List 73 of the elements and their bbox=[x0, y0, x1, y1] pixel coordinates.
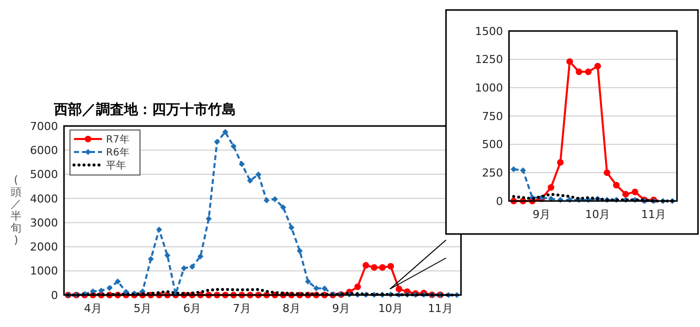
point bbox=[576, 68, 582, 76]
point bbox=[98, 288, 104, 294]
y-tick-label: 1000 bbox=[30, 264, 58, 278]
y-tick-label: 4000 bbox=[30, 192, 58, 206]
x-tick-label: 6月 bbox=[183, 302, 202, 315]
chart-title: 西部／調査地：四万十市竹島 bbox=[53, 101, 236, 118]
y-tick-label: 1250 bbox=[475, 53, 503, 66]
x-tick-label: 11月 bbox=[428, 302, 453, 315]
point bbox=[189, 264, 196, 270]
x-tick-label: 8月 bbox=[282, 302, 300, 315]
point bbox=[396, 286, 402, 292]
legend-label: 平年 bbox=[106, 160, 126, 172]
y-tick-label: 3000 bbox=[30, 216, 58, 230]
point bbox=[280, 204, 286, 210]
y-tick-label: 0 bbox=[496, 194, 503, 208]
point bbox=[123, 288, 130, 295]
point bbox=[222, 129, 228, 136]
y-tick-label: 2000 bbox=[30, 240, 58, 254]
point bbox=[604, 169, 610, 176]
point bbox=[613, 182, 620, 188]
point bbox=[106, 285, 112, 291]
point bbox=[156, 226, 162, 233]
y-axis-title: (頭／半旬) bbox=[10, 174, 22, 246]
point bbox=[387, 262, 394, 270]
point bbox=[557, 159, 564, 166]
point bbox=[180, 265, 187, 272]
point bbox=[370, 264, 378, 271]
point bbox=[304, 278, 311, 284]
y-tick-label: 6000 bbox=[30, 144, 58, 157]
y-tick-label: 500 bbox=[482, 138, 503, 152]
point bbox=[632, 188, 638, 196]
point bbox=[594, 62, 601, 70]
point bbox=[510, 166, 517, 172]
point bbox=[354, 283, 361, 290]
point bbox=[164, 252, 170, 258]
point bbox=[622, 190, 629, 198]
point bbox=[114, 278, 121, 284]
point bbox=[520, 167, 526, 174]
y-tick-label: 5000 bbox=[30, 168, 58, 182]
point bbox=[197, 253, 204, 260]
legend-label: R7年 bbox=[106, 134, 130, 146]
y-tick-label: 250 bbox=[482, 166, 503, 180]
point bbox=[247, 178, 254, 184]
point bbox=[148, 256, 154, 262]
point bbox=[296, 248, 303, 254]
point bbox=[322, 285, 328, 292]
point bbox=[548, 196, 554, 202]
x-tick-label: 10月 bbox=[585, 208, 610, 221]
legend-label: R6年 bbox=[106, 146, 130, 158]
y-tick-label: 1000 bbox=[475, 82, 503, 95]
point bbox=[362, 262, 370, 269]
point bbox=[214, 138, 220, 145]
point bbox=[264, 197, 270, 204]
x-tick-label: 11月 bbox=[641, 208, 666, 221]
x-tick-label: 5月 bbox=[134, 302, 152, 315]
point bbox=[255, 172, 262, 178]
point bbox=[585, 68, 592, 76]
point bbox=[379, 264, 386, 271]
x-tick-label: 4月 bbox=[84, 302, 102, 315]
point bbox=[288, 224, 294, 231]
x-tick-label: 9月 bbox=[532, 208, 551, 221]
y-tick-label: 1500 bbox=[475, 24, 503, 38]
x-tick-label: 7月 bbox=[232, 302, 251, 315]
x-tick-label: 9月 bbox=[332, 302, 350, 315]
point bbox=[566, 58, 573, 65]
y-tick-label: 750 bbox=[482, 110, 503, 123]
point bbox=[206, 216, 212, 222]
point bbox=[230, 143, 237, 150]
x-tick-label: 10月 bbox=[378, 302, 404, 315]
y-tick-label: 0 bbox=[51, 288, 58, 302]
point bbox=[238, 161, 245, 168]
point bbox=[548, 184, 554, 191]
y-tick-label: 7000 bbox=[30, 120, 58, 133]
